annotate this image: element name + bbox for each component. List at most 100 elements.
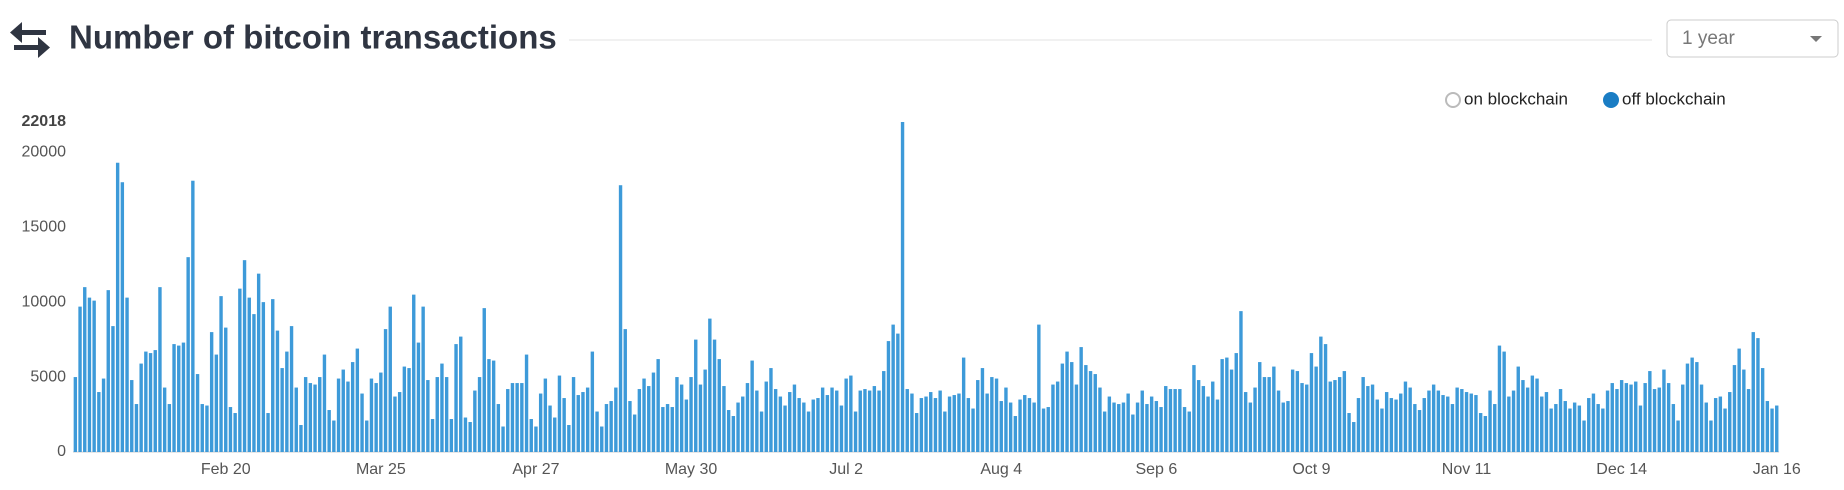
- bar: [238, 288, 242, 452]
- bar: [1347, 413, 1351, 452]
- bar: [393, 396, 397, 452]
- bar: [788, 392, 792, 452]
- legend-label[interactable]: off blockchain: [1622, 89, 1726, 108]
- bar: [473, 390, 477, 452]
- bar: [1427, 390, 1431, 452]
- bar: [261, 302, 266, 452]
- bar: [1568, 408, 1572, 452]
- bar: [980, 368, 985, 452]
- bar: [1549, 408, 1553, 452]
- dropdown-label[interactable]: 1 year: [1682, 28, 1735, 49]
- bar: [1309, 353, 1314, 452]
- bar: [1399, 393, 1403, 452]
- bar: [1577, 405, 1582, 452]
- bar: [623, 329, 627, 452]
- legend-swatch[interactable]: [1603, 92, 1619, 108]
- bar: [679, 384, 684, 452]
- bar: [1605, 390, 1610, 452]
- bar: [365, 420, 369, 452]
- bar: [430, 419, 435, 452]
- legend-swatch[interactable]: [1445, 92, 1461, 108]
- bar: [487, 359, 491, 452]
- bar: [482, 308, 486, 452]
- bar: [1713, 398, 1718, 452]
- bar: [1314, 366, 1318, 452]
- bar: [360, 393, 364, 452]
- bar: [816, 398, 820, 452]
- bar: [289, 326, 294, 452]
- bar: [1474, 395, 1478, 452]
- bar: [1023, 395, 1027, 452]
- dropdown-caret[interactable]: [1810, 36, 1822, 42]
- bar: [1417, 410, 1422, 452]
- bar: [1352, 422, 1356, 452]
- bar: [1408, 387, 1412, 452]
- bar: [1441, 395, 1445, 452]
- bar: [994, 378, 999, 452]
- bar: [1591, 393, 1596, 452]
- bar: [153, 350, 157, 452]
- bar: [647, 386, 651, 452]
- bar: [1225, 357, 1229, 452]
- bar: [1652, 389, 1657, 452]
- x-tick-label: Apr 27: [512, 461, 559, 478]
- bar: [1032, 402, 1036, 452]
- bar: [1380, 408, 1384, 452]
- bar: [1300, 383, 1304, 452]
- bar: [440, 363, 444, 452]
- bar: [397, 392, 402, 452]
- bar: [557, 375, 562, 452]
- bar: [167, 404, 172, 452]
- bar: [1483, 416, 1488, 452]
- bar: [247, 297, 251, 452]
- bar: [694, 339, 698, 452]
- bar: [1676, 420, 1680, 452]
- bar: [1093, 374, 1097, 452]
- bar: [1333, 380, 1337, 452]
- bar: [266, 413, 270, 452]
- bar: [731, 416, 736, 452]
- bar: [1394, 399, 1398, 452]
- bar: [1159, 407, 1163, 452]
- bar: [1422, 398, 1426, 452]
- bar: [750, 360, 754, 452]
- bar: [820, 387, 825, 452]
- bar: [877, 390, 881, 452]
- bar: [407, 368, 411, 452]
- bar: [1366, 386, 1370, 452]
- bar: [1258, 362, 1262, 452]
- legend-item[interactable]: on blockchain: [1445, 89, 1568, 108]
- bar: [943, 411, 947, 452]
- bar: [1051, 384, 1055, 452]
- bar: [308, 383, 313, 452]
- bar: [1305, 384, 1309, 452]
- bar: [1060, 363, 1065, 452]
- bar: [722, 386, 726, 452]
- bar: [985, 393, 989, 452]
- bar: [792, 384, 797, 452]
- legend-item[interactable]: off blockchain: [1603, 89, 1726, 108]
- bar: [285, 351, 289, 452]
- bar: [910, 393, 914, 452]
- bar: [797, 398, 801, 452]
- y-tick-label: 10000: [22, 293, 67, 310]
- bar: [115, 162, 120, 452]
- bar: [1370, 384, 1375, 452]
- x-tick-label: Nov 11: [1442, 461, 1492, 478]
- bar: [849, 375, 853, 452]
- bar: [1286, 401, 1290, 452]
- bar: [1173, 389, 1177, 452]
- bar: [581, 392, 585, 452]
- bar: [656, 359, 660, 452]
- bar: [1723, 408, 1727, 452]
- legend-label[interactable]: on blockchain: [1464, 89, 1568, 108]
- bar: [1530, 375, 1535, 452]
- bar: [162, 387, 167, 452]
- range-dropdown[interactable]: 1 year: [1666, 19, 1839, 58]
- bar: [708, 318, 712, 452]
- bar: [548, 405, 552, 452]
- bar: [1074, 384, 1079, 452]
- bar: [1272, 366, 1276, 452]
- dropdown-box[interactable]: [1666, 19, 1839, 58]
- bar: [1248, 402, 1253, 452]
